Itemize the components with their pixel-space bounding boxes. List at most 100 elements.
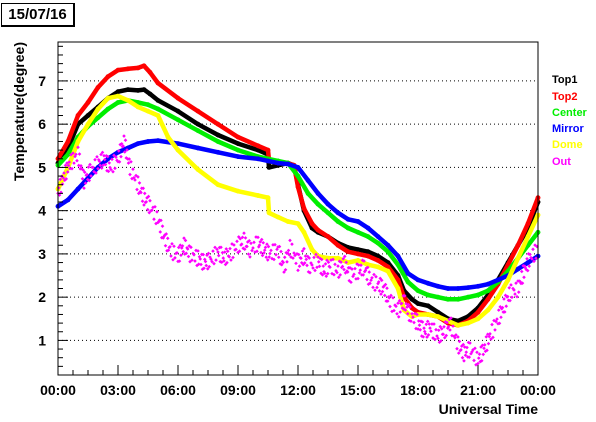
data-point [68,166,72,171]
data-point [285,260,289,264]
data-point [186,254,191,259]
data-point [242,247,247,251]
data-point [495,317,499,321]
data-point [355,251,361,257]
data-point [385,264,391,270]
data-point [116,149,121,153]
data-point [269,248,273,253]
data-point [435,334,439,338]
data-point [74,152,78,157]
data-point [349,280,353,285]
data-point [115,89,121,95]
series-mirror [55,138,541,291]
data-point [417,323,422,327]
data-point [184,251,189,256]
data-point [273,242,277,247]
data-point [265,258,270,262]
data-point [259,237,264,242]
data-point [289,255,293,259]
data-point [309,221,315,227]
data-point [85,121,91,127]
data-point [155,113,161,118]
data-point [442,324,446,329]
data-point [95,155,99,159]
data-point [255,147,261,153]
data-point [190,258,194,262]
data-point [180,244,185,248]
data-point [75,113,81,118]
data-point [141,186,146,191]
data-point [266,165,272,170]
data-point [495,277,501,283]
data-point [155,210,159,214]
data-point [311,266,315,270]
data-point [145,108,151,114]
data-point [435,309,441,315]
data-point [197,255,202,259]
data-point [475,309,481,315]
data-point [505,262,511,268]
data-point [409,319,413,324]
data-point [215,182,221,188]
data-point [462,359,466,363]
legend-entry-mirror: Mirror [552,123,585,135]
data-point [58,177,63,182]
data-point [520,281,525,285]
data-point [410,311,414,316]
data-point [511,286,515,291]
data-point [484,335,489,339]
data-point [135,141,141,147]
data-point [375,253,381,259]
data-point [266,244,271,249]
data-point [475,350,479,355]
data-point [455,296,461,302]
data-point [375,285,379,290]
data-point [449,316,453,320]
data-point [265,147,271,153]
data-point [204,263,209,268]
data-point [473,346,477,351]
data-point [385,299,390,303]
data-point [176,245,181,250]
data-point [246,252,251,256]
data-point [350,267,354,271]
data-point [142,191,147,196]
data-point [147,210,152,215]
data-point [391,295,395,300]
data-point [195,145,201,151]
data-point [358,268,363,272]
y-axis-label: Temperature(degree) [11,42,27,181]
data-point [425,312,431,317]
data-point [485,281,491,287]
data-point [237,249,242,253]
data-point [135,88,141,93]
data-point [155,106,161,112]
data-point [525,268,530,273]
data-point [455,346,459,351]
data-point [170,242,174,246]
data-point [122,134,126,138]
data-point [341,257,346,261]
data-point [395,262,401,268]
data-point [62,171,66,175]
data-point [435,283,441,289]
data-point [447,317,452,322]
data-point [295,221,301,227]
data-point [372,272,376,277]
data-point [415,277,421,283]
data-point [305,178,311,183]
data-point [296,252,301,257]
x-tick-label: 12:00 [280,382,316,398]
data-point [251,246,255,250]
data-point [160,224,165,228]
data-point [93,157,97,162]
data-point [439,338,443,343]
data-point [75,186,81,192]
x-tick-label: 18:00 [400,382,436,398]
data-point [265,195,271,201]
data-point [155,138,161,144]
data-point [435,294,441,300]
data-point [147,69,153,75]
data-point [210,259,214,264]
data-point [234,247,238,252]
